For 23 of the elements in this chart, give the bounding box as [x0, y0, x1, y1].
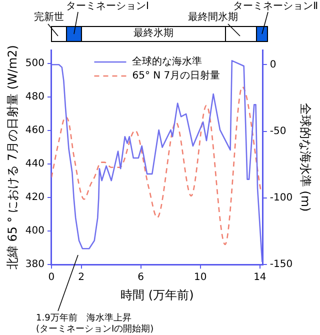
- legend-label: 全球的な海水準: [132, 56, 202, 68]
- x-tick-label: 6: [138, 272, 144, 284]
- x-tick-label: 2: [78, 272, 84, 284]
- legend-label: 65° N 7月の日射量: [132, 70, 220, 82]
- y-tick-label: 420: [25, 192, 44, 204]
- y2-tick-label: 0: [270, 59, 276, 70]
- line-series: [51, 86, 262, 246]
- x-tick-label: 14: [254, 272, 266, 284]
- y-tick-label: 400: [25, 226, 44, 237]
- y-tick-label: 380: [25, 259, 44, 270]
- x-tick-label: 10: [194, 272, 207, 284]
- y2-axis-title: 全球的な海水準 (m): [298, 102, 313, 212]
- y-tick-label: 480: [25, 92, 44, 103]
- text: 1.9万年前 海水準上昇 (ターミネーションⅠの開始期): [36, 312, 154, 334]
- y2-tick-label: -50: [270, 126, 286, 137]
- y2-tick-label: -150: [270, 259, 293, 270]
- y-tick-label: 460: [25, 125, 44, 136]
- x-tick-label: 0: [48, 272, 55, 284]
- y2-tick-label: -100: [270, 192, 293, 204]
- x-axis-title: 時間 (万年前): [120, 288, 194, 302]
- y-axis-title: 北緯 65 ° における 7月の日射量 (W/m2): [5, 45, 20, 270]
- y-tick-label: 440: [25, 158, 44, 170]
- y-tick-label: 500: [25, 58, 44, 70]
